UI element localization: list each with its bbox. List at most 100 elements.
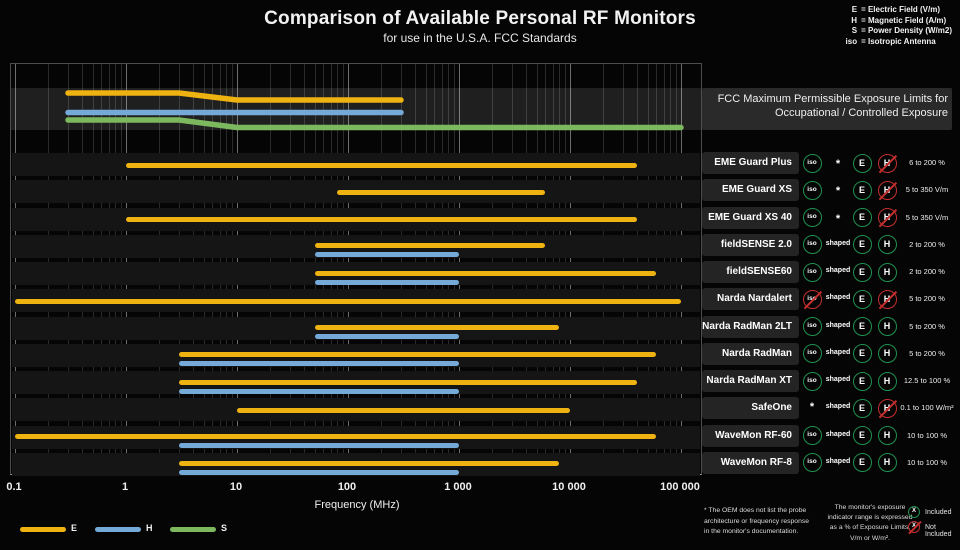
included-icon: H [877, 235, 897, 255]
monitor-name: fieldSENSE 2.0 [702, 233, 799, 256]
not-included-icon: iso [802, 289, 822, 309]
fcc-limit-line-E [65, 90, 404, 103]
probe-type: shaped [825, 348, 851, 356]
footnote-indicator-range: The monitor's exposure indicator range i… [827, 504, 913, 542]
plot-area [10, 63, 702, 476]
chart-subtitle: for use in the U.S.A. FCC Standards [383, 31, 577, 45]
monitor-name: Narda Nardalert S3 [702, 288, 799, 326]
fcc-label-line1: FCC Maximum Permissible Exposure Limits … [717, 93, 948, 105]
fcc-label: FCC Maximum Permissible Exposure Limits … [712, 92, 948, 120]
indicator-range: 0.1 to 100 W/m² [900, 403, 954, 413]
fcc-limit-lines [65, 90, 684, 131]
included-icon: iso [802, 208, 822, 227]
frequency-range-bar [126, 217, 637, 222]
probe-type: shaped [825, 239, 851, 247]
legend-def-text: = Electric Field (V/m) [861, 5, 940, 14]
fcc-limit-line-S [65, 117, 684, 131]
slash-icon [878, 154, 897, 173]
legend-def-text: = Isotropic Antenna [861, 36, 936, 46]
frequency-range-bar [178, 443, 459, 448]
monitor-name: fieldSENSE60 [702, 261, 799, 283]
included-icon: E [852, 180, 872, 200]
slash-icon [803, 290, 822, 309]
monitor-name: Narda RadMan XT [702, 370, 799, 392]
frequency-range-bar [126, 162, 637, 168]
frequency-range-bar [314, 243, 546, 249]
not-included-legend-label: Not Included [925, 524, 952, 538]
series-legend-bar-E [20, 527, 66, 532]
included-icon: H [877, 262, 897, 282]
included-legend-label: Included [925, 509, 952, 516]
slash-icon [878, 208, 897, 228]
probe-type: shaped [825, 267, 851, 274]
x-tick-label: 10 [229, 481, 243, 493]
probe-type: * [835, 185, 841, 198]
included-icon: H [877, 426, 897, 445]
frequency-range-bar [178, 361, 459, 367]
monitor-name: WaveMon RF-8 [702, 451, 799, 474]
x-tick-label: 10 000 [552, 481, 586, 493]
probe-type: * [835, 158, 841, 170]
included-icon: E [852, 426, 872, 445]
included-icon: E [852, 317, 872, 336]
chart-title: Comparison of Available Personal RF Moni… [264, 8, 696, 29]
indicator-range: 10 to 100 % [906, 430, 948, 440]
series-legend-label: E [71, 523, 78, 533]
indicator-range: 10 to 100 % [906, 457, 948, 467]
not-included-icon: H [877, 398, 897, 418]
legend-def-symbol: H [851, 15, 858, 25]
probe-type: shaped [825, 403, 851, 411]
indicator-range: 6 to 200 % [909, 158, 945, 167]
monitor-name: EME Guard XS 40 GHz [702, 206, 799, 245]
included-icon: E [852, 344, 872, 364]
frequency-range-bar [337, 189, 546, 195]
monitor-name: Narda RadMan 2LT [702, 315, 799, 338]
fcc-label-line2: Occupational / Controlled Exposure [774, 107, 948, 119]
monitor-name: SafeOne [702, 397, 799, 420]
included-icon: E [852, 262, 872, 282]
included-icon: iso [802, 426, 822, 445]
frequency-range-bar [314, 270, 657, 276]
frequency-range-bar [314, 279, 459, 285]
legend-def-text: = Magnetic Field (A/m) [861, 15, 947, 25]
x-axis-label: Frequency (MHz) [314, 499, 400, 511]
x-tick-label: 1 [121, 481, 129, 493]
not-included-icon: H [877, 208, 897, 228]
frequency-range-bar [178, 379, 637, 385]
included-icon: iso [802, 153, 822, 173]
slash-icon [878, 399, 897, 418]
frequency-range-bar [178, 388, 459, 394]
included-icon: E [852, 398, 872, 418]
included-icon: E [852, 453, 872, 473]
included-icon: iso [802, 262, 822, 282]
included-icon: iso [802, 453, 822, 473]
frequency-range-bar [15, 298, 681, 304]
frequency-range-bar [178, 352, 657, 358]
included-icon: X [908, 506, 920, 518]
not-included-icon: H [877, 289, 897, 309]
indicator-range: 2 to 200 % [909, 239, 945, 249]
slash-icon [908, 520, 922, 535]
indicator-range: 2 to 200 % [909, 267, 945, 276]
indicator-range: 5 to 200 % [909, 348, 945, 358]
included-icon: E [852, 153, 872, 173]
indicator-range: 5 to 200 % [909, 321, 945, 331]
indicator-range: 5 to 350 V/m [905, 185, 949, 195]
monitor-name: WaveMon RF-60 [702, 424, 799, 447]
legend-def-text: = Power Density (W/m2) [861, 26, 952, 35]
probe-type: shaped [825, 457, 851, 465]
not-included-icon: X [908, 520, 922, 535]
fcc-label-box [702, 88, 952, 130]
footnote-oem: * The OEM does not list the probe archit… [704, 507, 810, 536]
probe-type: shaped [825, 294, 851, 302]
not-included-icon: H [877, 180, 897, 200]
included-icon: iso [802, 235, 822, 255]
probe-type: * [835, 212, 841, 225]
series-legend-bar-S [170, 527, 216, 532]
indicator-range: 12.5 to 100 % [903, 376, 951, 385]
included-icon: iso [802, 371, 822, 391]
included-icon: E [852, 208, 872, 227]
frequency-range-bar [15, 434, 657, 439]
indicator-range: 5 to 350 V/m [905, 212, 949, 222]
